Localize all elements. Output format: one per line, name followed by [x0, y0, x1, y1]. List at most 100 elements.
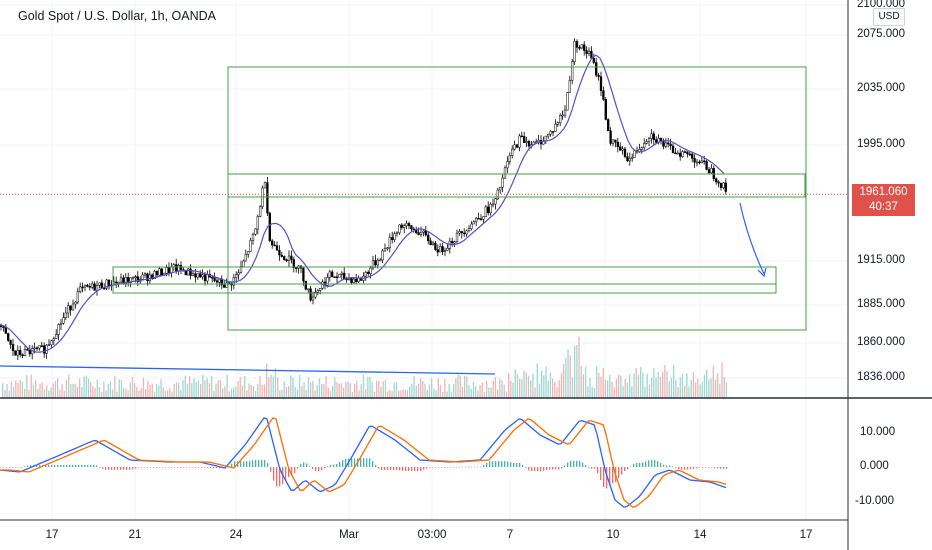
volume-bar	[629, 374, 631, 398]
candle-body	[259, 206, 262, 217]
volume-bar	[611, 381, 613, 398]
time-axis-label: 10	[606, 529, 620, 541]
candle-body	[621, 148, 624, 151]
candle-body	[573, 41, 576, 62]
volume-bar	[94, 388, 96, 398]
candle-body	[237, 272, 240, 275]
histogram-bar	[399, 467, 401, 471]
volume-bar	[263, 384, 266, 398]
histogram-bar	[525, 467, 527, 468]
oscillator-axis-label: 0.000	[860, 460, 889, 472]
currency-button[interactable]: USD	[873, 8, 905, 26]
volume-bar	[547, 380, 549, 398]
candle-body	[254, 228, 257, 235]
volume-bar	[409, 386, 411, 398]
volume-bar	[244, 375, 246, 398]
volume-bar	[279, 390, 281, 398]
volume-bar	[695, 382, 697, 398]
histogram-bar	[354, 458, 356, 467]
histogram-bar	[66, 464, 68, 467]
price-axis-label: 2075.000	[857, 28, 905, 40]
candle-body	[352, 278, 355, 283]
volume-bar	[153, 391, 156, 398]
candle-body	[463, 232, 466, 235]
candle-body	[74, 301, 77, 305]
candle-body	[563, 109, 567, 116]
candle-body	[271, 240, 274, 246]
volume-bar	[574, 345, 576, 398]
volume-bar	[156, 383, 158, 398]
candle-body	[499, 186, 502, 191]
candle-body	[554, 123, 557, 132]
volume-bar	[19, 379, 21, 398]
volume-bar	[723, 376, 725, 398]
volume-bar	[389, 389, 391, 398]
volume-bar	[563, 364, 565, 398]
candle-body	[515, 144, 519, 148]
volume-bar	[149, 384, 151, 398]
volume-bar	[233, 387, 235, 398]
candle-body	[218, 278, 221, 283]
volume-bar	[523, 370, 525, 398]
candle-body	[177, 265, 180, 272]
histogram-bar	[18, 467, 20, 468]
volume-bar	[230, 388, 233, 398]
volume-bar	[356, 380, 358, 398]
volume-bar	[70, 384, 72, 398]
volume-bar	[327, 387, 329, 398]
candle-body	[376, 259, 379, 266]
volume-bar	[406, 390, 409, 398]
volume-bar	[178, 382, 180, 398]
candle-body	[585, 50, 588, 55]
candle-body	[340, 272, 343, 275]
volume-bar	[587, 386, 589, 398]
candle-body	[381, 250, 384, 261]
oscillator-pane	[0, 417, 728, 508]
volume-bar	[266, 363, 268, 398]
candle-body	[38, 345, 41, 349]
histogram-bar	[483, 464, 485, 467]
histogram-bar	[159, 467, 161, 468]
candle-body	[412, 228, 415, 231]
candle-body	[129, 277, 132, 283]
candle-body	[206, 274, 209, 282]
volume-bar	[591, 387, 593, 398]
histogram-bar	[84, 464, 86, 467]
volume-bar	[114, 375, 116, 398]
volume-bar	[613, 387, 615, 398]
histogram-bar	[324, 467, 326, 469]
histogram-bar	[438, 467, 440, 468]
histogram-bar	[657, 461, 659, 467]
candle-body	[388, 237, 391, 249]
histogram-bar	[21, 467, 23, 468]
volume-bar	[61, 383, 63, 398]
volume-bar	[28, 389, 30, 398]
histogram-bar	[684, 467, 686, 470]
histogram-bar	[102, 467, 104, 469]
volume-bar	[415, 385, 417, 398]
candle-body	[643, 143, 646, 148]
volume-bar	[571, 377, 574, 398]
volume-bar	[109, 381, 112, 398]
histogram-bar	[501, 461, 503, 467]
volume-bar	[112, 389, 114, 398]
volume-bar	[52, 383, 54, 398]
histogram-bar	[609, 467, 611, 486]
volume-bar	[596, 366, 598, 398]
candle-body	[446, 248, 449, 251]
histogram-bar	[513, 462, 515, 467]
price-axis-label: 2035.000	[857, 82, 905, 94]
volume-bar	[640, 367, 642, 398]
candle-body	[33, 347, 36, 350]
candle-body	[580, 44, 583, 49]
volume-bar	[43, 389, 46, 398]
candle-body	[35, 347, 39, 350]
histogram-bar	[132, 467, 134, 470]
candle-body	[503, 167, 507, 179]
candle-body	[95, 285, 99, 291]
volume-bar	[420, 377, 422, 398]
candle-body	[616, 141, 619, 147]
volume-bar	[123, 387, 125, 398]
